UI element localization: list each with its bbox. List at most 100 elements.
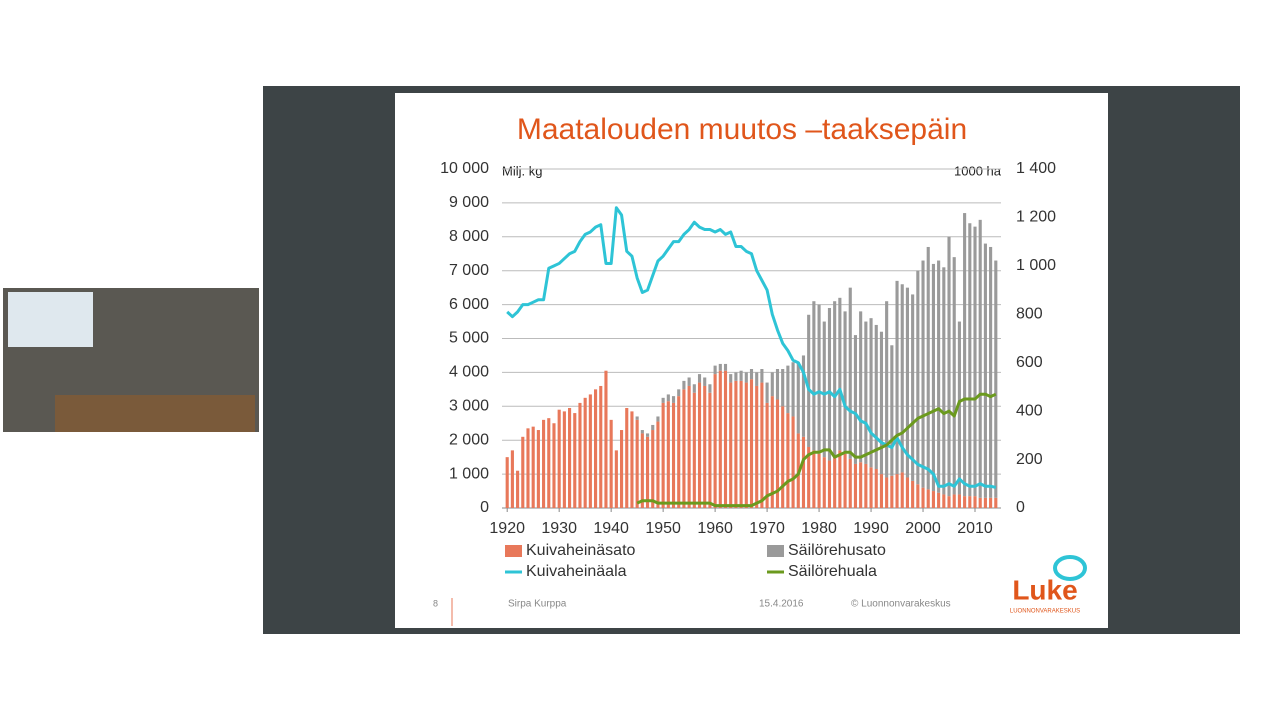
bar	[947, 496, 951, 508]
bar	[838, 450, 842, 508]
y2-tick-label: 400	[1016, 402, 1043, 419]
bar	[921, 260, 925, 488]
bar	[859, 311, 863, 463]
bar	[822, 457, 826, 508]
bar	[599, 385, 603, 508]
y-tick-label: 4 000	[449, 364, 489, 381]
line	[636, 392, 997, 508]
bar	[734, 372, 738, 381]
bar	[521, 436, 525, 508]
y-tick-label: 10 000	[440, 160, 489, 177]
bar	[838, 297, 842, 451]
bar	[703, 377, 707, 386]
bar	[791, 416, 795, 508]
legend-label: Kuivaheinäala	[526, 563, 627, 580]
bar	[895, 474, 899, 508]
bar	[983, 243, 987, 498]
bar	[791, 362, 795, 417]
bar	[765, 402, 769, 508]
x-tick-label: 1960	[697, 520, 733, 537]
bar	[869, 467, 873, 508]
bar	[885, 477, 889, 508]
bar	[635, 416, 639, 420]
y2-tick-label: 1 200	[1016, 209, 1056, 226]
y-tick-label: 9 000	[449, 194, 489, 211]
bar	[744, 372, 748, 383]
y-tick-label: 1 000	[449, 465, 489, 482]
x-tick-label: 1930	[541, 520, 577, 537]
bar	[848, 458, 852, 508]
bar	[656, 416, 660, 422]
bar	[640, 430, 644, 434]
bar	[978, 219, 982, 498]
logo-bubble	[1053, 555, 1087, 581]
bar	[937, 492, 941, 508]
bar	[879, 474, 884, 508]
bar	[957, 321, 961, 495]
bar	[937, 260, 941, 493]
bar	[926, 489, 930, 508]
bar	[817, 453, 821, 508]
bar	[879, 331, 884, 475]
bar	[718, 370, 722, 508]
bar	[911, 480, 915, 508]
bar	[760, 369, 764, 383]
bar	[661, 397, 665, 403]
bar	[744, 382, 748, 508]
bar	[781, 369, 785, 407]
y2-tick-label: 800	[1016, 306, 1043, 323]
bar	[973, 496, 977, 508]
bar	[542, 419, 546, 508]
bar	[749, 369, 754, 380]
bar	[827, 460, 832, 508]
bar	[510, 450, 514, 508]
y2-tick-label: 1 400	[1016, 160, 1056, 177]
bar	[864, 463, 868, 508]
bar	[973, 226, 977, 497]
bar	[604, 370, 608, 508]
bar	[505, 457, 509, 508]
bar	[911, 294, 915, 481]
bar	[677, 396, 681, 508]
bar	[729, 382, 733, 508]
bar	[885, 301, 889, 478]
webcam-desk	[55, 395, 255, 432]
bar	[775, 369, 780, 400]
bar	[723, 370, 728, 508]
legend-label: Kuivaheinäsato	[526, 542, 636, 559]
bar	[697, 382, 702, 508]
x-tick-label: 1990	[853, 520, 889, 537]
y-tick-label: 7 000	[449, 262, 489, 279]
bar	[666, 401, 670, 508]
bar	[516, 470, 520, 508]
bar	[853, 463, 858, 508]
bar	[833, 457, 837, 508]
y-tick-label: 5 000	[449, 330, 489, 347]
bar	[947, 236, 951, 497]
bar	[801, 436, 806, 508]
bar	[817, 304, 821, 454]
bar	[734, 380, 738, 508]
x-tick-label: 1920	[489, 520, 525, 537]
bar	[801, 355, 806, 437]
bar	[931, 491, 935, 508]
bar	[594, 389, 598, 508]
bar	[739, 370, 743, 381]
bar	[822, 321, 826, 458]
bar	[848, 287, 852, 459]
y2-tick-label: 0	[1016, 499, 1025, 516]
bar	[531, 426, 535, 508]
bar	[692, 392, 696, 508]
bar	[635, 419, 639, 508]
bar	[682, 380, 686, 390]
bar	[900, 284, 904, 473]
bar	[619, 430, 624, 508]
y2-tick-label: 1 000	[1016, 257, 1056, 274]
bar	[760, 382, 764, 508]
bar	[827, 307, 832, 461]
bar	[614, 450, 618, 508]
bar	[905, 287, 909, 478]
bar	[807, 446, 811, 508]
x-tick-label: 1980	[801, 520, 837, 537]
